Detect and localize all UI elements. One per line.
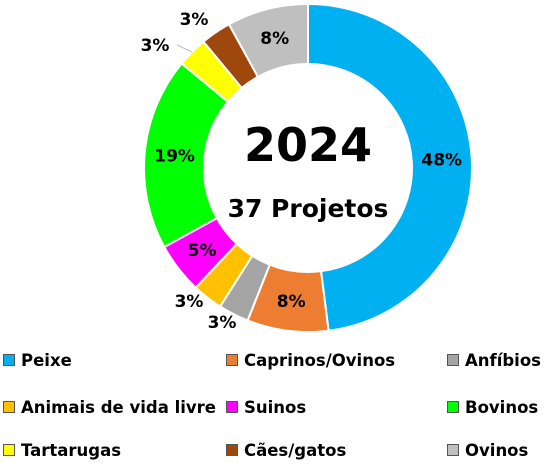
data-label: 8% bbox=[260, 29, 289, 49]
data-label: 5% bbox=[188, 241, 217, 261]
slice-peixe bbox=[307, 2, 473, 332]
legend-item: Ovinos bbox=[447, 439, 528, 461]
donut-chart: 48%8%3%3%5%19%3%3%8% 2024 37 Projetos bbox=[141, 2, 473, 333]
legend-swatch bbox=[226, 401, 238, 413]
data-label: 3% bbox=[141, 36, 170, 56]
legend-item: Tartarugas bbox=[3, 439, 121, 461]
chart-subtitle: 37 Projetos bbox=[228, 194, 389, 223]
legend-item: Cães/gatos bbox=[226, 439, 346, 461]
legend-label: Peixe bbox=[21, 350, 72, 370]
legend-swatch bbox=[3, 444, 15, 456]
data-label: 48% bbox=[421, 151, 462, 171]
data-label: 3% bbox=[175, 292, 204, 312]
legend-swatch bbox=[447, 354, 459, 366]
data-label: 3% bbox=[180, 10, 209, 30]
legend-item: Peixe bbox=[3, 349, 72, 371]
legend-item: Suinos bbox=[226, 396, 306, 418]
data-label: 8% bbox=[277, 292, 306, 312]
data-label: 19% bbox=[154, 146, 195, 166]
legend-swatch bbox=[226, 444, 238, 456]
legend-item: Animais de vida livre bbox=[3, 396, 216, 418]
legend-label: Ovinos bbox=[465, 440, 529, 460]
legend-item: Anfíbios bbox=[447, 349, 541, 371]
legend-label: Animais de vida livre bbox=[21, 397, 216, 417]
legend-swatch bbox=[447, 444, 459, 456]
legend-item: Caprinos/Ovinos bbox=[226, 349, 395, 371]
legend-label: Tartarugas bbox=[21, 440, 122, 460]
legend-label: Cães/gatos bbox=[244, 440, 347, 460]
legend-swatch bbox=[3, 401, 15, 413]
legend-label: Bovinos bbox=[465, 397, 539, 417]
legend-swatch bbox=[226, 354, 238, 366]
slice-ovinos bbox=[227, 2, 309, 79]
legend-swatch bbox=[447, 401, 459, 413]
data-label: 3% bbox=[208, 313, 237, 333]
legend-label: Suinos bbox=[244, 397, 307, 417]
legend-item: Bovinos bbox=[447, 396, 538, 418]
chart-title: 2024 bbox=[244, 118, 372, 172]
legend-label: Anfíbios bbox=[465, 350, 541, 370]
legend-label: Caprinos/Ovinos bbox=[244, 350, 396, 370]
legend-swatch bbox=[3, 354, 15, 366]
leader-line bbox=[176, 44, 193, 53]
